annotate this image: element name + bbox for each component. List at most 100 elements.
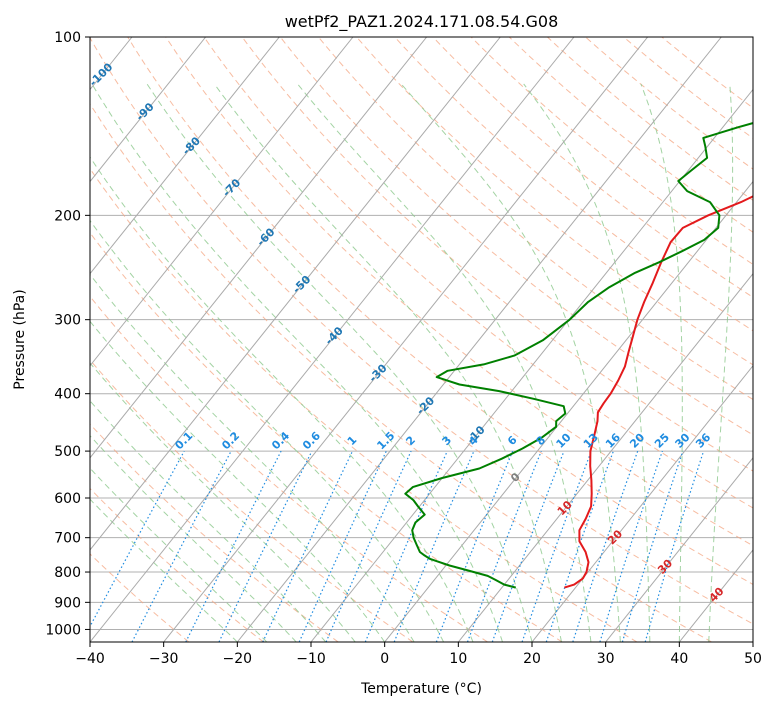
moist-adiabat — [213, 83, 562, 642]
isotherm-line — [678, 549, 753, 642]
isotherm-line — [90, 37, 207, 183]
dry-adiabat — [241, 37, 753, 472]
moist-adiabat — [91, 83, 503, 642]
x-tick-label: −30 — [149, 651, 179, 667]
chart-title: wetPf2_PAZ1.2024.171.08.54.G08 — [285, 12, 559, 32]
moist-adiabat — [640, 83, 683, 642]
mixing-ratio-line — [218, 450, 313, 642]
isotherm-line — [90, 37, 428, 459]
warm-isotherm-label: 10 — [555, 498, 575, 518]
mixing-ratio-line — [466, 450, 542, 642]
dry-adiabat — [90, 423, 339, 642]
mixing-ratio-label: 20 — [627, 431, 647, 451]
y-tick-label: 900 — [54, 595, 81, 611]
isotherm-label: -20 — [414, 394, 437, 417]
y-tick-label: 300 — [54, 313, 81, 329]
warm-isotherm-label: 40 — [707, 585, 727, 605]
mixing-ratio-line — [521, 450, 592, 642]
mixing-ratio-line — [545, 450, 614, 642]
x-tick-label: −40 — [75, 651, 105, 667]
mixing-ratio-label: 16 — [603, 430, 623, 450]
mixing-ratio-line — [393, 450, 475, 642]
mixing-ratio-line — [262, 450, 354, 642]
mixing-ratio-label: 36 — [693, 430, 713, 450]
x-tick-label: 0 — [380, 651, 389, 667]
isotherm-line — [531, 364, 753, 642]
x-tick-label: 50 — [744, 651, 762, 667]
mixing-ratio-label: 30 — [673, 431, 693, 451]
dry-adiabat — [508, 37, 753, 233]
isotherm-line — [90, 37, 501, 551]
warm-isotherm-label: 30 — [655, 557, 675, 577]
y-tick-label: 500 — [54, 444, 81, 460]
y-tick-label: 800 — [54, 565, 81, 581]
mixing-ratio-label: 2 — [403, 433, 418, 448]
dry-adiabat — [547, 37, 753, 201]
mixing-ratio-label: 13 — [581, 431, 601, 451]
mixing-ratio-label: 8 — [534, 433, 549, 448]
mixing-ratio-line — [325, 450, 412, 642]
x-tick-label: 40 — [670, 651, 688, 667]
mixing-ratio-line — [572, 450, 639, 642]
isotherm-line — [457, 272, 753, 642]
axes: −40 −30 −20 −10 0 10 20 30 40 5010020030040050060… — [45, 30, 762, 667]
y-tick-label: 100 — [54, 30, 81, 46]
mixing-ratio-line — [621, 450, 684, 642]
mixing-ratio-line — [90, 450, 185, 628]
dry-adiabat — [90, 102, 712, 642]
moist-adiabat — [297, 83, 592, 642]
moist-adiabat — [90, 467, 268, 642]
plot-frame — [89, 36, 754, 643]
dry-adiabat — [203, 37, 753, 509]
dry-adiabat — [432, 37, 753, 298]
dry-adiabat — [90, 37, 753, 625]
isotherm-line — [310, 88, 753, 642]
mixing-ratio-line — [599, 450, 663, 642]
isotherm-line — [0, 37, 58, 642]
y-tick-label: 1000 — [45, 622, 81, 638]
moist-adiabat — [90, 435, 297, 642]
mixing-ratio-label: 0.1 — [172, 429, 195, 452]
mixing-ratio-label: 1 — [345, 433, 360, 448]
isotherm-label: -70 — [220, 176, 243, 199]
isotherm-line — [605, 457, 753, 642]
moist-adiabat — [523, 83, 651, 642]
x-tick-label: 10 — [449, 651, 467, 667]
isotherm-label: -40 — [323, 324, 346, 347]
isotherm-label: -100 — [87, 60, 116, 89]
moist-adiabat — [90, 498, 238, 642]
moist-adiabat — [90, 320, 386, 642]
moist-adiabat — [90, 362, 356, 642]
moist-adiabat — [90, 156, 474, 642]
mixing-ratio-label: 0.6 — [300, 429, 323, 452]
isotherm-line — [90, 37, 575, 642]
plot-area: -100-90-80-70-60-50-40-30-20-100.1 0.2 0.4… — [0, 37, 753, 642]
isotherm-line — [90, 37, 280, 275]
mixing-ratio-line — [364, 450, 448, 642]
y-tick-label: 700 — [54, 531, 81, 547]
y-axis-title: Pressure (hPa) — [12, 289, 28, 389]
dry-adiabat — [90, 487, 264, 642]
isotherm-label: -80 — [180, 134, 203, 157]
isotherm-line — [236, 37, 722, 642]
warm-isotherm-label: 20 — [605, 527, 625, 547]
isotherm-label: -90 — [133, 100, 156, 123]
temperature-profile — [564, 195, 753, 589]
dry-adiabat — [90, 231, 563, 642]
moist-adiabat — [90, 273, 415, 642]
moist-adiabat — [90, 400, 327, 642]
y-tick-label: 200 — [54, 208, 81, 224]
moist-adiabat — [708, 83, 734, 642]
mixing-ratio-line — [644, 450, 705, 642]
moist-adiabat — [146, 83, 533, 642]
mixing-ratio-label: 6 — [505, 433, 520, 448]
dewpoint-profile — [404, 121, 753, 589]
isotherm-line — [752, 641, 753, 642]
x-tick-label: −20 — [223, 651, 253, 667]
mixing-ratio-label: 0.4 — [269, 429, 292, 452]
dry-adiabat — [90, 295, 488, 642]
mixing-ratio-label: 10 — [554, 431, 574, 451]
x-axis-title: Temperature (°C) — [360, 681, 482, 697]
dry-adiabat — [165, 37, 753, 547]
